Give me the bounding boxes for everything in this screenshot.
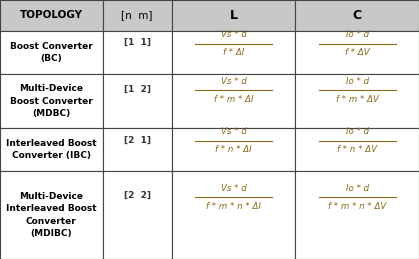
Text: [1  2]: [1 2] <box>124 85 151 94</box>
Bar <box>295 0 419 31</box>
Bar <box>103 171 172 259</box>
Bar <box>0 31 103 74</box>
Text: Io * d: Io * d <box>346 184 369 192</box>
Bar <box>0 171 103 259</box>
Bar <box>0 0 103 31</box>
Text: Vs * d: Vs * d <box>221 127 246 136</box>
Bar <box>103 31 172 74</box>
Bar <box>295 128 419 171</box>
Bar <box>103 128 172 171</box>
Bar <box>103 74 172 128</box>
Text: [2  1]: [2 1] <box>124 135 151 145</box>
Bar <box>0 128 103 171</box>
Text: Vs * d: Vs * d <box>221 184 246 192</box>
Text: Boost Converter
(BC): Boost Converter (BC) <box>10 41 93 63</box>
Text: L: L <box>230 9 238 22</box>
Text: TOPOLOGY: TOPOLOGY <box>20 10 83 20</box>
Text: f * ΔV: f * ΔV <box>345 48 370 57</box>
Bar <box>172 128 295 171</box>
Text: [1  1]: [1 1] <box>124 38 151 47</box>
Text: f * m * n * ΔI: f * m * n * ΔI <box>206 202 261 211</box>
Text: Multi-Device
Interleaved Boost
Converter
(MDIBC): Multi-Device Interleaved Boost Converter… <box>6 192 97 238</box>
Text: Vs * d: Vs * d <box>221 77 246 85</box>
Text: Io * d: Io * d <box>346 127 369 136</box>
Text: [2  2]: [2 2] <box>124 191 151 200</box>
Text: [n  m]: [n m] <box>122 10 153 20</box>
Bar <box>172 171 295 259</box>
Text: f * ΔI: f * ΔI <box>223 48 244 57</box>
Text: f * n * ΔV: f * n * ΔV <box>337 146 377 154</box>
Bar <box>103 0 172 31</box>
Text: f * n * ΔI: f * n * ΔI <box>215 146 252 154</box>
Bar <box>172 74 295 128</box>
Bar <box>0 74 103 128</box>
Text: Io * d: Io * d <box>346 30 369 39</box>
Text: Vs * d: Vs * d <box>221 30 246 39</box>
Text: Interleaved Boost
Converter (IBC): Interleaved Boost Converter (IBC) <box>6 139 97 160</box>
Bar <box>295 171 419 259</box>
Bar <box>172 0 295 31</box>
Text: C: C <box>353 9 362 22</box>
Bar <box>295 74 419 128</box>
Bar <box>172 31 295 74</box>
Text: Io * d: Io * d <box>346 77 369 85</box>
Text: Multi-Device
Boost Converter
(MDBC): Multi-Device Boost Converter (MDBC) <box>10 84 93 118</box>
Bar <box>295 31 419 74</box>
Text: f * m * ΔV: f * m * ΔV <box>336 95 379 104</box>
Text: f * m * n * ΔV: f * m * n * ΔV <box>328 202 386 211</box>
Text: f * m * ΔI: f * m * ΔI <box>214 95 253 104</box>
